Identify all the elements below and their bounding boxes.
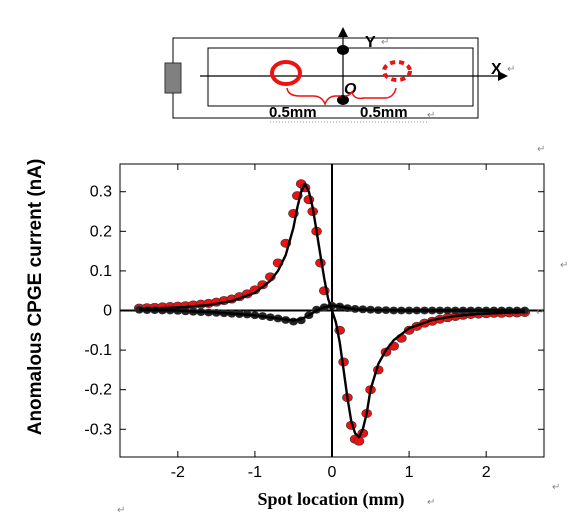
x-axis-title: Spot location (mm) (258, 489, 405, 510)
setup-diagram: Y X O 0.5mm 0.5mm ↵ ↵ ↵ (164, 27, 515, 123)
laser-spot-dashed (382, 60, 412, 82)
left-distance-label: 0.5mm (269, 104, 317, 121)
top-contact-dot (337, 45, 349, 55)
fit-curve (139, 304, 525, 322)
y-tick-label: 0.3 (90, 184, 112, 201)
x-tick-label: -2 (171, 464, 185, 481)
data-series (133, 179, 531, 446)
y-axis-title: Anomalous CPGE current (nA) (25, 159, 46, 436)
paragraph-mark: ↵ (427, 110, 435, 121)
paragraph-mark: ↵ (537, 144, 545, 155)
right-distance-brace (344, 87, 397, 100)
paragraph-mark: ↵ (427, 497, 435, 508)
y-tick-label: -0.3 (84, 421, 112, 438)
diagram-y-label: Y (365, 34, 376, 51)
fit-curve (139, 182, 525, 439)
x-tick-label: 1 (405, 464, 414, 481)
x-axis-ticks: -2 -1 0 1 2 (171, 164, 491, 481)
paragraph-mark: ↵ (117, 505, 125, 516)
x-arrowhead-icon (498, 71, 508, 81)
x-tick-label: 0 (328, 464, 337, 481)
chart: -2 -1 0 1 2 -0.3 -0.2 -0.1 0 0.1 0.2 0.3 Spot loca… (25, 159, 545, 510)
diagram-x-label: X (491, 61, 502, 78)
y-tick-label: 0.2 (90, 223, 112, 240)
y-axis-ticks: -0.3 -0.2 -0.1 0 0.1 0.2 0.3 (84, 184, 544, 438)
diagram-origin-label: O (344, 81, 357, 98)
circuit-wire (172, 37, 479, 119)
y-arrowhead-icon (338, 27, 348, 37)
paragraph-mark: ↵ (507, 64, 515, 75)
paragraph-mark: ↵ (560, 260, 568, 271)
right-distance-label: 0.5mm (360, 104, 408, 121)
y-tick-label: 0.1 (90, 263, 112, 280)
x-tick-label: -1 (248, 464, 262, 481)
electrode-block (164, 62, 182, 94)
laser-spot-solid (270, 60, 302, 86)
y-tick-label: -0.2 (84, 382, 112, 399)
left-distance-brace (286, 87, 341, 107)
paragraph-mark: ↵ (536, 307, 544, 318)
x-tick-label: 2 (482, 464, 491, 481)
paragraph-mark: ↵ (381, 37, 389, 48)
paragraph-mark: ↵ (552, 482, 560, 493)
red-data-point (257, 280, 268, 290)
y-tick-label: 0 (103, 303, 112, 320)
y-tick-label: -0.1 (84, 342, 112, 359)
bottom-contact-dot (337, 95, 349, 105)
